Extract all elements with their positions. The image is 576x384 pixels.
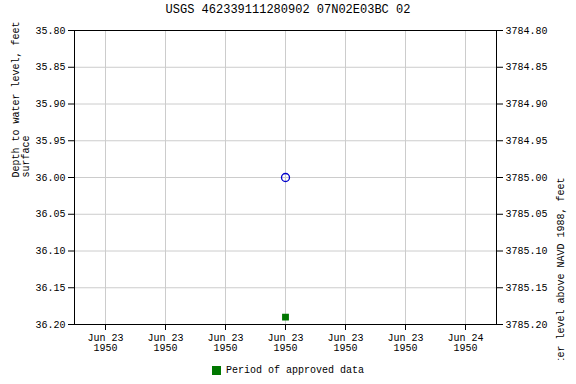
svg-text:Depth to water level, feet bel: Depth to water level, feet below landsur… xyxy=(11,20,32,178)
svg-text:36.15: 36.15 xyxy=(35,283,65,294)
svg-text:3784.85: 3784.85 xyxy=(506,62,548,73)
svg-text:35.95: 35.95 xyxy=(35,136,65,147)
svg-text:35.85: 35.85 xyxy=(35,62,65,73)
svg-text:Groundwater level above NAVD 1: Groundwater level above NAVD 1988, feet xyxy=(556,178,567,361)
html-text:USGS 462339111280902 07N02E03B: USGS 462339111280902 07N02E03BC 02 xyxy=(165,3,411,17)
svg-text:36.00: 36.00 xyxy=(35,173,65,184)
svg-text:35.90: 35.90 xyxy=(35,99,65,110)
svg-text:36.10: 36.10 xyxy=(35,246,65,257)
svg-text:3784.95: 3784.95 xyxy=(506,136,548,147)
html-text:Period of approved data: Period of approved data xyxy=(226,364,364,376)
svg-text:36.05: 36.05 xyxy=(35,209,65,220)
svg-text:36.20: 36.20 xyxy=(35,320,65,331)
svg-text:3785.20: 3785.20 xyxy=(506,320,548,331)
svg-text:3785.00: 3785.00 xyxy=(506,173,548,184)
svg-text:Jun 231950: Jun 231950 xyxy=(267,333,303,354)
svg-text:Jun 231950: Jun 231950 xyxy=(327,333,363,354)
svg-text:Jun 231950: Jun 231950 xyxy=(207,333,243,354)
svg-text:Jun 241950: Jun 241950 xyxy=(447,333,483,354)
svg-text:Jun 231950: Jun 231950 xyxy=(87,333,123,354)
svg-text:3785.10: 3785.10 xyxy=(506,246,548,257)
svg-text:Jun 231950: Jun 231950 xyxy=(387,333,423,354)
svg-text:3785.15: 3785.15 xyxy=(506,283,548,294)
svg-text:3784.90: 3784.90 xyxy=(506,99,548,110)
svg-text:35.80: 35.80 xyxy=(35,26,65,37)
svg-text:3784.80: 3784.80 xyxy=(506,26,548,37)
svg-text:3785.05: 3785.05 xyxy=(506,209,548,220)
svg-text:Jun 231950: Jun 231950 xyxy=(147,333,183,354)
